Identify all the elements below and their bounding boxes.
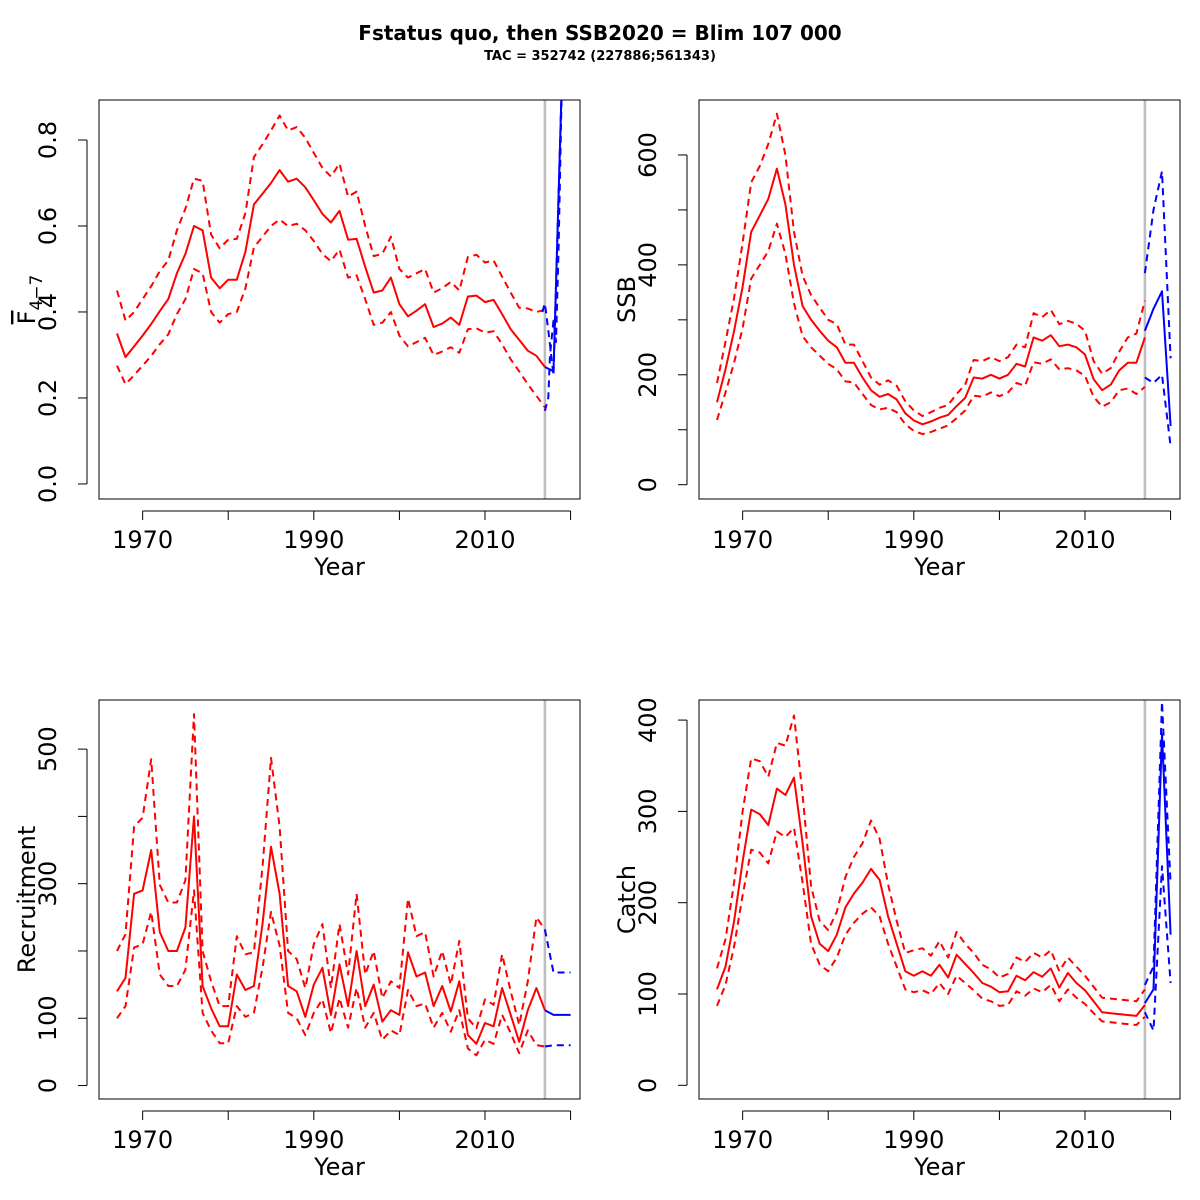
ssb-panel: 1970 1990 2010 Year 0 200 400 600 SSB [613, 99, 1181, 581]
y-tick-label: 600 [634, 132, 662, 178]
x-axis-label: Year [313, 553, 365, 581]
x-tick-label: 1970 [112, 526, 173, 554]
x-tick-label: 2010 [1054, 1126, 1115, 1154]
projection-confidence-line [544, 1044, 571, 1048]
y-tick-label: 100 [634, 971, 662, 1017]
y-tick-label: 200 [634, 352, 662, 398]
y-axis-label: Catch [613, 865, 641, 934]
recruitment-panel: 1970 1990 2010 Year 0 100 300 500 Recruitment [13, 699, 581, 1181]
y-axis-label-subscript: 4−7 [27, 275, 47, 311]
projection-confidence-line [1143, 865, 1172, 1032]
plot-frame [698, 99, 1181, 500]
y-tick-label: 500 [34, 726, 62, 772]
y-tick-label: 0.8 [34, 121, 62, 159]
estimate-line [716, 167, 1146, 426]
x-tick-label: 1990 [283, 1126, 344, 1154]
x-tick-label: 1970 [112, 1126, 173, 1154]
estimate-confidence-line [716, 826, 1146, 1026]
projection-confidence-line [1143, 700, 1172, 986]
estimate-confidence-line [716, 222, 1146, 436]
y-tick-label: 300 [34, 861, 62, 907]
series-group [116, 713, 571, 1057]
projection-confidence-line [1144, 373, 1172, 447]
estimate-line [116, 815, 546, 1045]
y-axis-label-main: F [13, 311, 41, 325]
series-group [716, 700, 1172, 1032]
y-tick-label: 300 [634, 788, 662, 834]
projection-line [544, 1009, 571, 1016]
y-tick-label: 0.0 [34, 465, 62, 503]
plot-frame [698, 699, 1181, 1100]
x-tick-label: 1990 [883, 526, 944, 554]
projection-confidence-line [543, 100, 563, 412]
plot-frame [98, 99, 581, 500]
y-tick-label: 0 [634, 1078, 662, 1093]
estimate-confidence-line [116, 889, 546, 1057]
y-tick-label: 200 [634, 880, 662, 926]
x-tick-label: 1990 [283, 526, 344, 554]
catch-panel: 1970 1990 2010 Year 0 100 200 300 400 Catch [613, 697, 1181, 1181]
x-tick-label: 1990 [883, 1126, 944, 1154]
y-axis-label: Recruitment [13, 826, 41, 973]
estimate-confidence-line [716, 714, 1146, 1003]
projection-confidence-line [543, 929, 571, 974]
x-tick-label: 1970 [712, 526, 773, 554]
projection-confidence-line [1143, 170, 1172, 359]
x-tick-label: 1970 [712, 1126, 773, 1154]
y-axis-label: SSB [613, 276, 641, 323]
x-tick-label: 2010 [1054, 526, 1115, 554]
estimate-confidence-line [716, 112, 1146, 417]
x-axis-label: Year [913, 553, 965, 581]
x-tick-label: 2010 [454, 1126, 515, 1154]
y-tick-label: 0 [634, 477, 662, 492]
f-panel: 1970 1990 2010 Year 0.0 0.2 0.4 0.6 0.8 F4−7 [13, 99, 581, 581]
chart-subtitle: TAC = 352742 (227886;561343) [484, 49, 716, 64]
estimate-line [716, 776, 1146, 1017]
y-tick-label: 400 [634, 697, 662, 743]
projection-line [1143, 290, 1172, 426]
y-tick-label: 100 [34, 995, 62, 1041]
y-tick-label: 0.2 [34, 379, 62, 417]
y-tick-label: 0 [34, 1078, 62, 1093]
series-group [716, 112, 1172, 447]
plot-frame [98, 699, 581, 1100]
estimate-confidence-line [116, 218, 546, 408]
y-axis-label: F4−7 [13, 275, 47, 325]
estimate-line [116, 169, 546, 368]
projection-confidence-line [541, 100, 563, 377]
y-tick-label: 0.6 [34, 207, 62, 245]
chart-title: Fstatus quo, then SSB2020 = Blim 107 000 [358, 21, 841, 45]
y-tick-label: 0.4 [34, 293, 62, 331]
y-tick-label: 400 [634, 242, 662, 288]
series-group [116, 100, 563, 412]
x-axis-label: Year [913, 1153, 965, 1181]
x-axis-label: Year [313, 1153, 365, 1181]
estimate-confidence-line [116, 713, 546, 1030]
x-tick-label: 2010 [454, 526, 515, 554]
estimate-confidence-line [116, 114, 546, 322]
